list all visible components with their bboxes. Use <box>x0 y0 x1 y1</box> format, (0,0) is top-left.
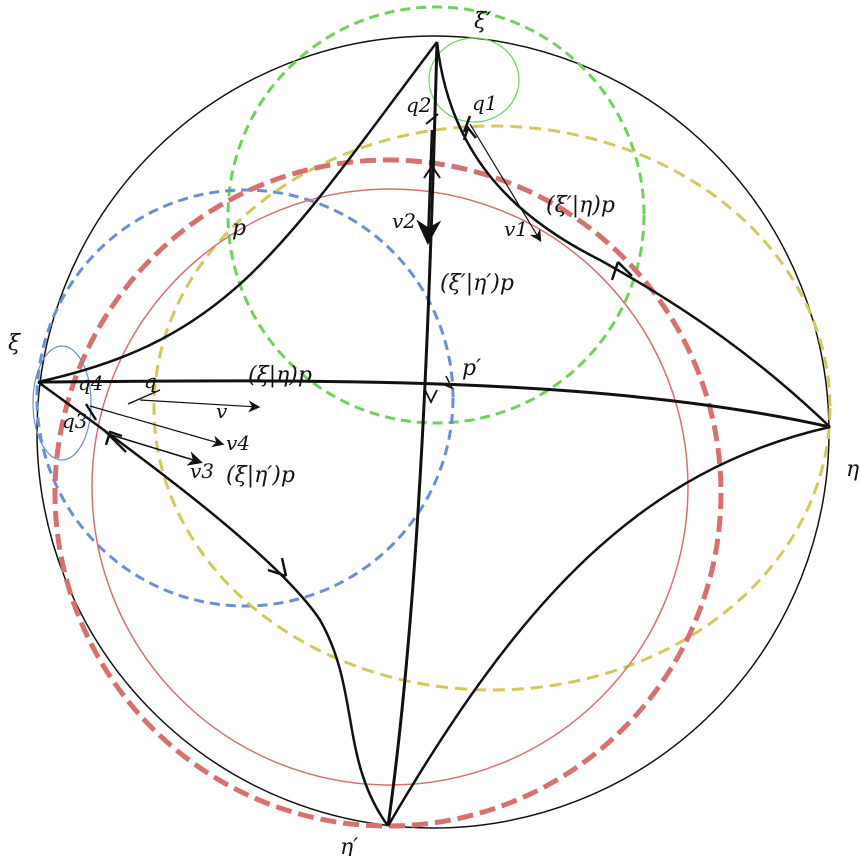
thin-blue-circle <box>32 345 92 461</box>
label-xiprime-eta: (ξ′|η)p <box>546 193 615 218</box>
label-xi-eta: (ξ|η)p <box>248 363 312 388</box>
label-eta-prime: η′ <box>340 835 358 856</box>
label-xiprime-etaprime: (ξ′|η′)p <box>440 271 514 296</box>
tick-q <box>127 389 161 405</box>
label-p: p <box>232 216 246 241</box>
green-dashed-circle <box>226 5 646 425</box>
yellow-dashed-circle <box>152 124 832 692</box>
vector-v4 <box>89 405 225 448</box>
geodesic-xi-xiprime <box>37 41 438 384</box>
arrow-at-p-prime <box>439 375 454 390</box>
thin-green-circle <box>428 37 520 123</box>
geodesic-xiprime-eta <box>435 41 831 428</box>
vector-v <box>139 399 261 413</box>
arrow-on-xiprime-eta <box>610 261 633 281</box>
arrow-on-xi-etaprime <box>267 557 288 578</box>
arrow-at-q3 <box>104 430 123 446</box>
thin-red-circle <box>91 188 689 786</box>
label-v2: v2 <box>392 209 416 233</box>
label-q: q <box>144 369 157 393</box>
label-v1: v1 <box>504 217 528 241</box>
vector-v1 <box>469 123 542 243</box>
label-q1: q1 <box>472 91 498 115</box>
label-q2: q2 <box>406 93 432 117</box>
arrow-on-xiprime-etaprime <box>424 389 438 405</box>
blue-dashed-circle <box>35 188 455 608</box>
vector-v3 <box>107 433 203 466</box>
tick-q2 <box>425 113 439 125</box>
label-v: v <box>216 399 228 423</box>
tick-q1 <box>462 115 472 133</box>
geodesic-xiprime-etaprime <box>386 41 439 827</box>
label-eta: η <box>846 457 859 482</box>
geodesic-xi-eta <box>37 379 831 429</box>
arrow-at-q1 <box>462 125 477 141</box>
label-xi: ξ <box>8 331 22 356</box>
geodesic-xi-etaprime <box>37 380 390 827</box>
red-dashed-circle <box>52 157 724 829</box>
arrow-at-q2 <box>423 164 441 179</box>
label-xi-eta-prime: (ξ|η′)p <box>226 463 295 488</box>
tick-q4 <box>84 403 98 421</box>
label-xi-prime: ξ′ <box>474 9 491 34</box>
label-q3: q3 <box>62 409 88 433</box>
label-p-prime: p′ <box>462 356 481 381</box>
geodesic-eta-etaprime <box>386 425 831 827</box>
label-v4: v4 <box>226 431 250 455</box>
vector-v2 <box>416 129 442 245</box>
label-q4: q4 <box>78 371 104 395</box>
label-v3: v3 <box>190 459 214 483</box>
tick-q3 <box>103 429 127 453</box>
